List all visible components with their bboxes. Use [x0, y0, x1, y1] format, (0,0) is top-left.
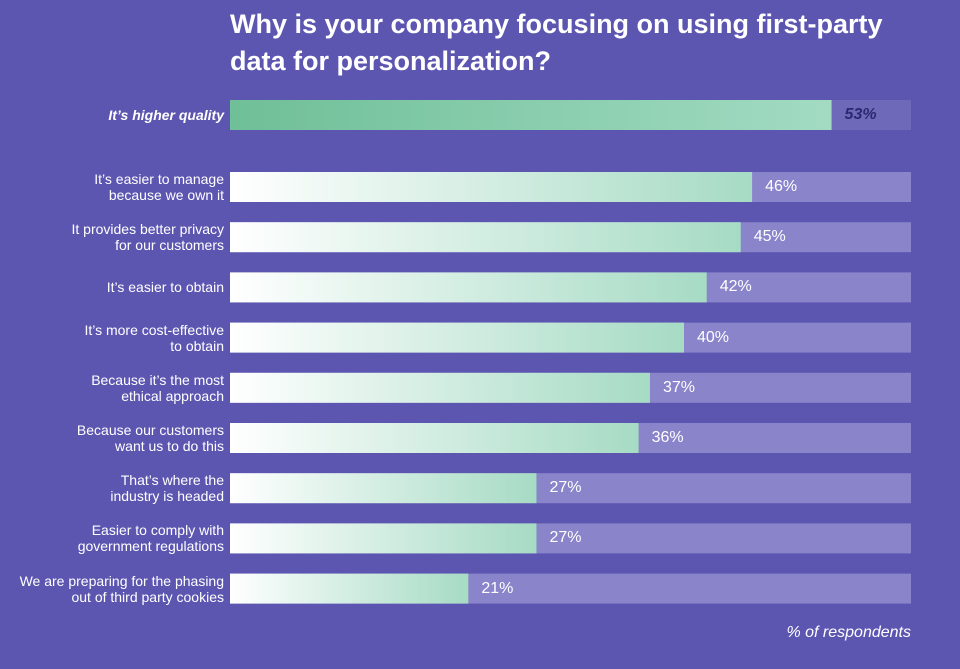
category-label: It provides better privacy for our custo…	[71, 221, 224, 254]
value-label: 36%	[651, 429, 684, 446]
chart-title: Why is your company focusing on using fi…	[230, 9, 883, 76]
category-label: It’s easier to manage because we own it	[94, 171, 224, 203]
value-label: 40%	[697, 328, 730, 346]
value-label: 21%	[481, 579, 514, 597]
bar	[230, 523, 537, 554]
value-label: 37%	[662, 378, 695, 396]
bar	[230, 372, 650, 403]
value-label: 46%	[765, 178, 798, 195]
value-label: 27%	[549, 529, 582, 547]
value-label: 53%	[844, 106, 877, 123]
value-label: 42%	[719, 278, 752, 296]
category-label: We are preparing for the phasing out of …	[19, 572, 224, 605]
bar	[230, 573, 469, 604]
bar	[230, 222, 741, 253]
category-label: Because it’s the most ethical approach	[91, 371, 224, 404]
bar	[230, 473, 537, 504]
category-label: It’s more cost-effective to obtain	[84, 321, 224, 354]
bar	[230, 172, 753, 202]
bar	[230, 423, 639, 453]
bar	[230, 322, 684, 353]
category-label: It’s easier to obtain	[106, 279, 224, 296]
category-label: Because our customers want us to do this	[76, 422, 224, 454]
value-label: 45%	[753, 228, 786, 246]
category-label: That’s where the industry is headed	[110, 472, 224, 505]
bar	[230, 272, 707, 303]
bar	[230, 100, 832, 130]
axis-note: % of respondents	[786, 624, 911, 641]
value-label: 27%	[549, 479, 582, 497]
category-label: It’s higher quality	[108, 107, 224, 123]
category-label: Easier to comply with government regulat…	[77, 522, 224, 555]
